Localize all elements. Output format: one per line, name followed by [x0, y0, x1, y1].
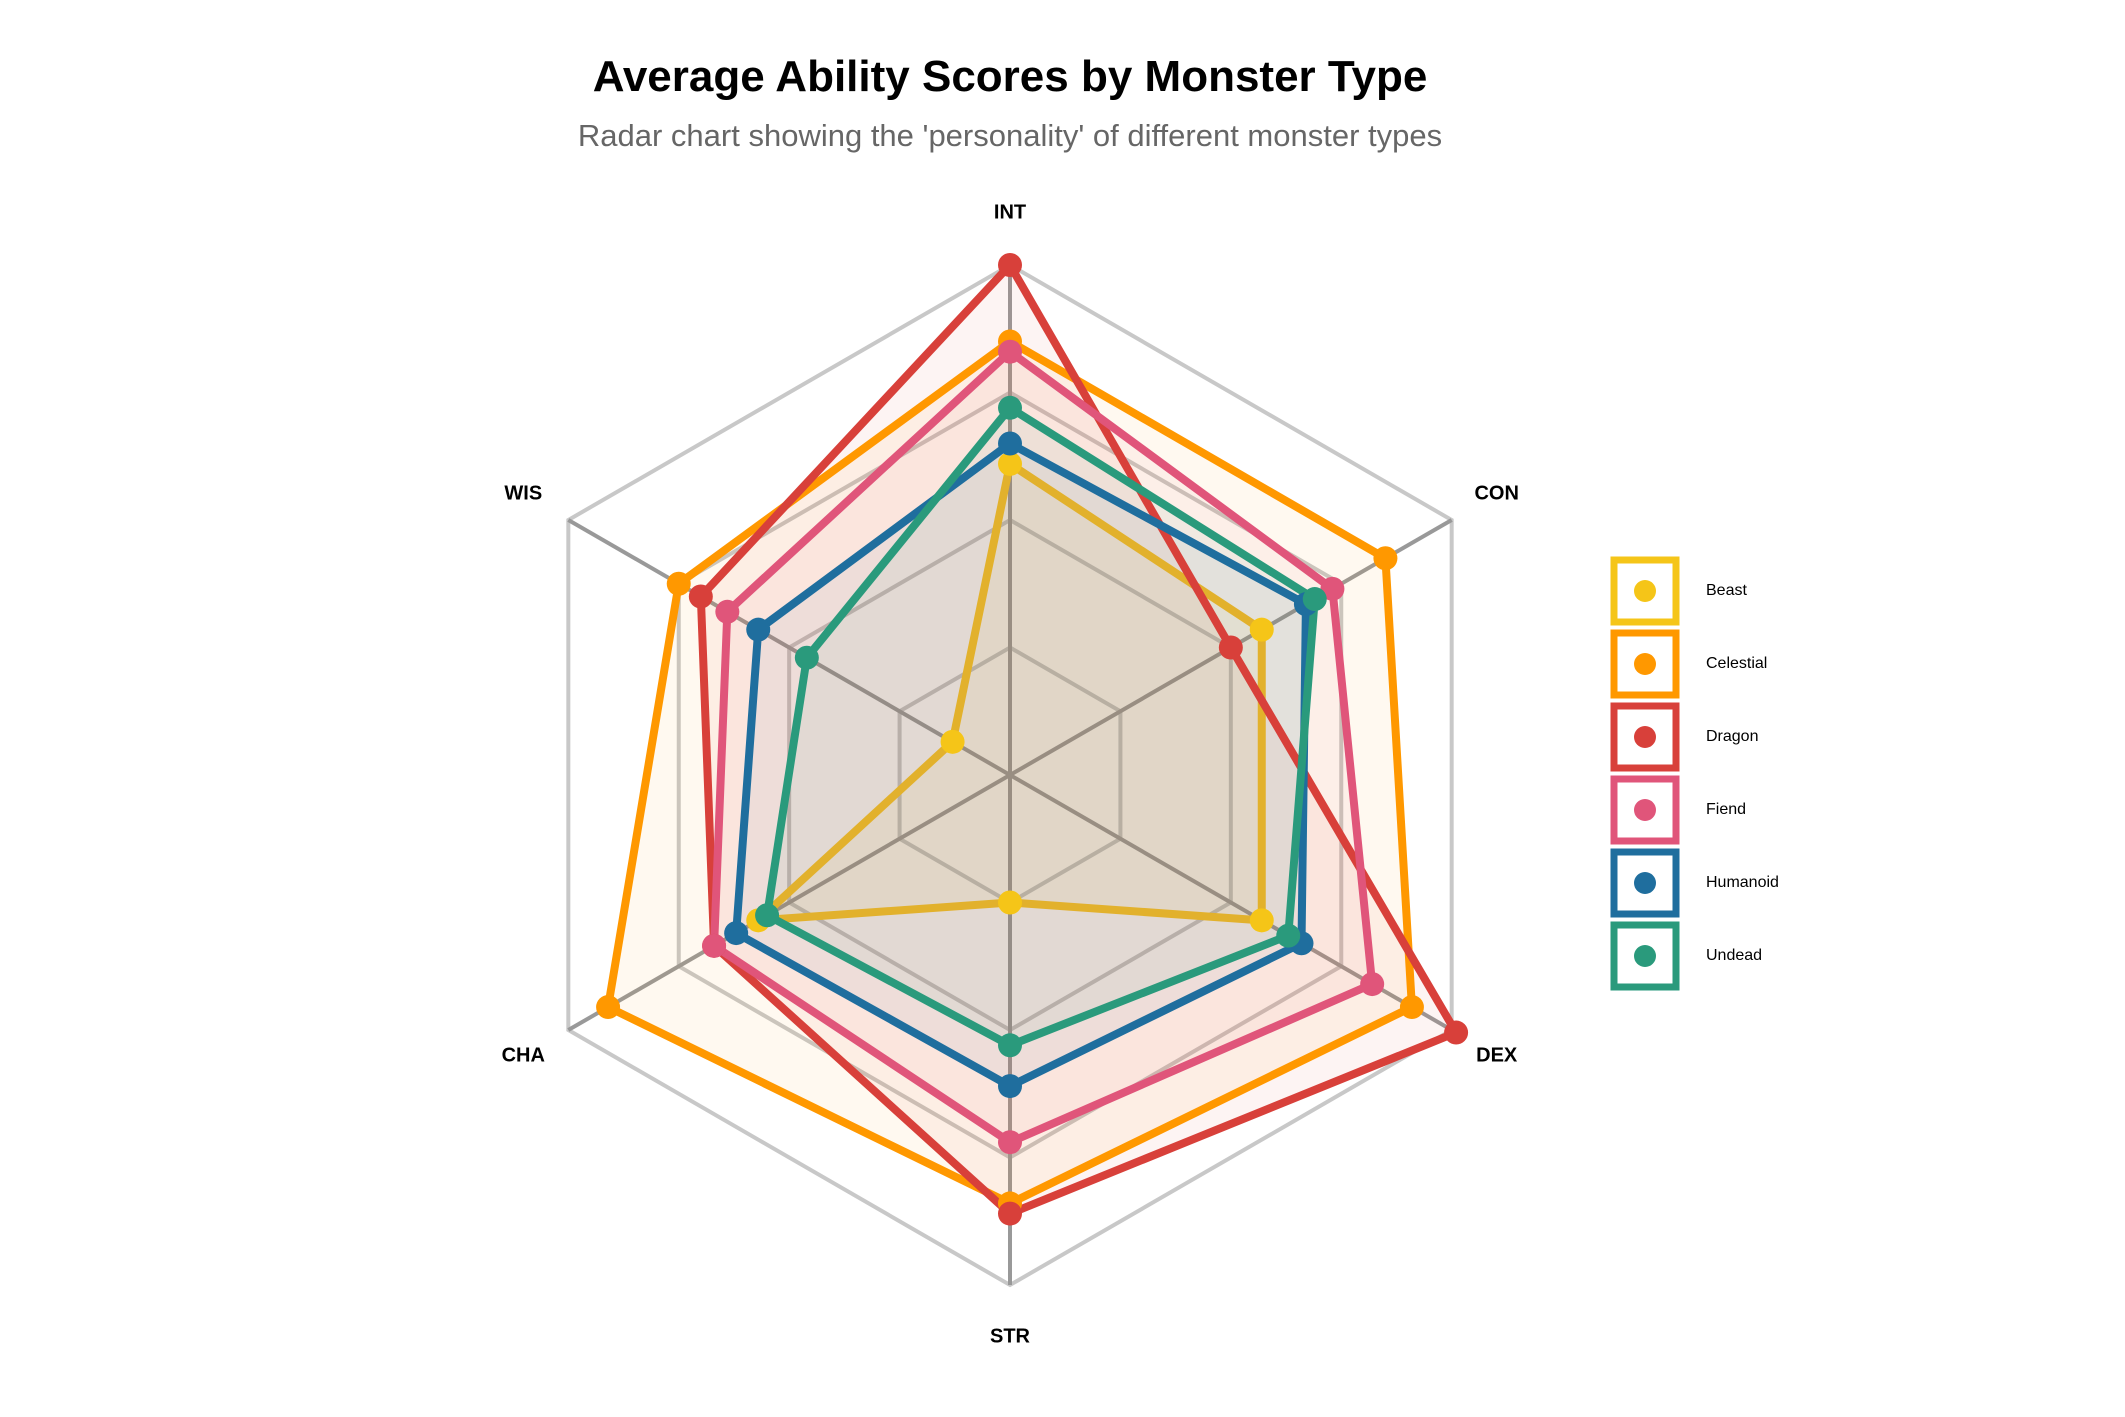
axis-spoke-wis — [567, 518, 1011, 777]
point-fiend-con — [1320, 576, 1345, 601]
legend-label-undead: Undead — [1706, 947, 1762, 964]
point-beast-con — [1249, 617, 1274, 642]
point-undead-con — [1302, 587, 1327, 612]
legend: Beast Celestial Dragon Fiend Humanoid Undead — [1610, 556, 1779, 991]
point-fiend-cha — [702, 933, 727, 958]
point-humanoid-str — [998, 1074, 1022, 1099]
axis-label-cha: CHA — [502, 1044, 545, 1066]
axis-label-dex: DEX — [1476, 1044, 1518, 1066]
point-humanoid-int — [998, 431, 1022, 456]
point-beast-dex — [1249, 908, 1274, 933]
legend-label-celestial: Celestial — [1706, 655, 1767, 672]
axis-label-wis: WIS — [504, 482, 542, 504]
axis-label-str: STR — [990, 1325, 1031, 1347]
legend-label-humanoid: Humanoid — [1706, 874, 1779, 891]
legend-label-fiend: Fiend — [1706, 801, 1746, 818]
point-undead-str — [998, 1033, 1022, 1058]
point-dragon-con — [1218, 635, 1243, 660]
point-humanoid-wis — [746, 617, 771, 642]
point-fiend-dex — [1360, 972, 1385, 997]
legend-marker-celestial — [1634, 653, 1656, 675]
point-fiend-str — [998, 1130, 1022, 1155]
axis-spoke-cha — [567, 773, 1011, 1032]
chart-subtitle: Radar chart showing the 'personality' of… — [577, 118, 1443, 153]
point-fiend-int — [998, 339, 1022, 364]
point-celestial-dex — [1399, 995, 1424, 1020]
axis-labels: INT CON DEX STR CHA WIS — [502, 201, 1519, 1347]
legend-swatch-undead — [1610, 921, 1680, 991]
point-celestial-con — [1373, 546, 1398, 571]
point-celestial-wis — [666, 571, 691, 596]
point-fiend-wis — [715, 599, 740, 624]
axis-label-int: INT — [994, 201, 1026, 223]
axis-label-con: CON — [1474, 482, 1518, 504]
legend-swatch-dragon — [1610, 702, 1680, 772]
legend-marker-beast — [1634, 580, 1656, 602]
legend-marker-dragon — [1634, 726, 1656, 748]
legend-marker-fiend — [1634, 799, 1656, 821]
legend-marker-undead — [1634, 945, 1656, 967]
series-points — [596, 253, 1469, 1226]
point-beast-str — [998, 890, 1022, 915]
point-humanoid-cha — [724, 921, 749, 946]
point-undead-wis — [794, 645, 819, 670]
series-fill-humanoid — [736, 443, 1306, 1087]
point-celestial-cha — [596, 995, 621, 1020]
point-dragon-str — [998, 1201, 1022, 1226]
point-beast-wis — [940, 729, 965, 754]
legend-marker-humanoid — [1634, 872, 1656, 894]
legend-label-beast: Beast — [1706, 582, 1747, 599]
series-fill-undead — [767, 407, 1315, 1046]
point-beast-int — [998, 451, 1022, 476]
point-undead-int — [998, 395, 1022, 420]
point-undead-dex — [1276, 923, 1301, 948]
point-undead-cha — [755, 903, 780, 928]
point-dragon-int — [998, 253, 1022, 277]
point-dragon-dex — [1444, 1020, 1469, 1045]
chart-title: Average Ability Scores by Monster Type — [592, 52, 1428, 101]
point-dragon-wis — [688, 584, 713, 609]
legend-label-dragon: Dragon — [1706, 728, 1758, 745]
